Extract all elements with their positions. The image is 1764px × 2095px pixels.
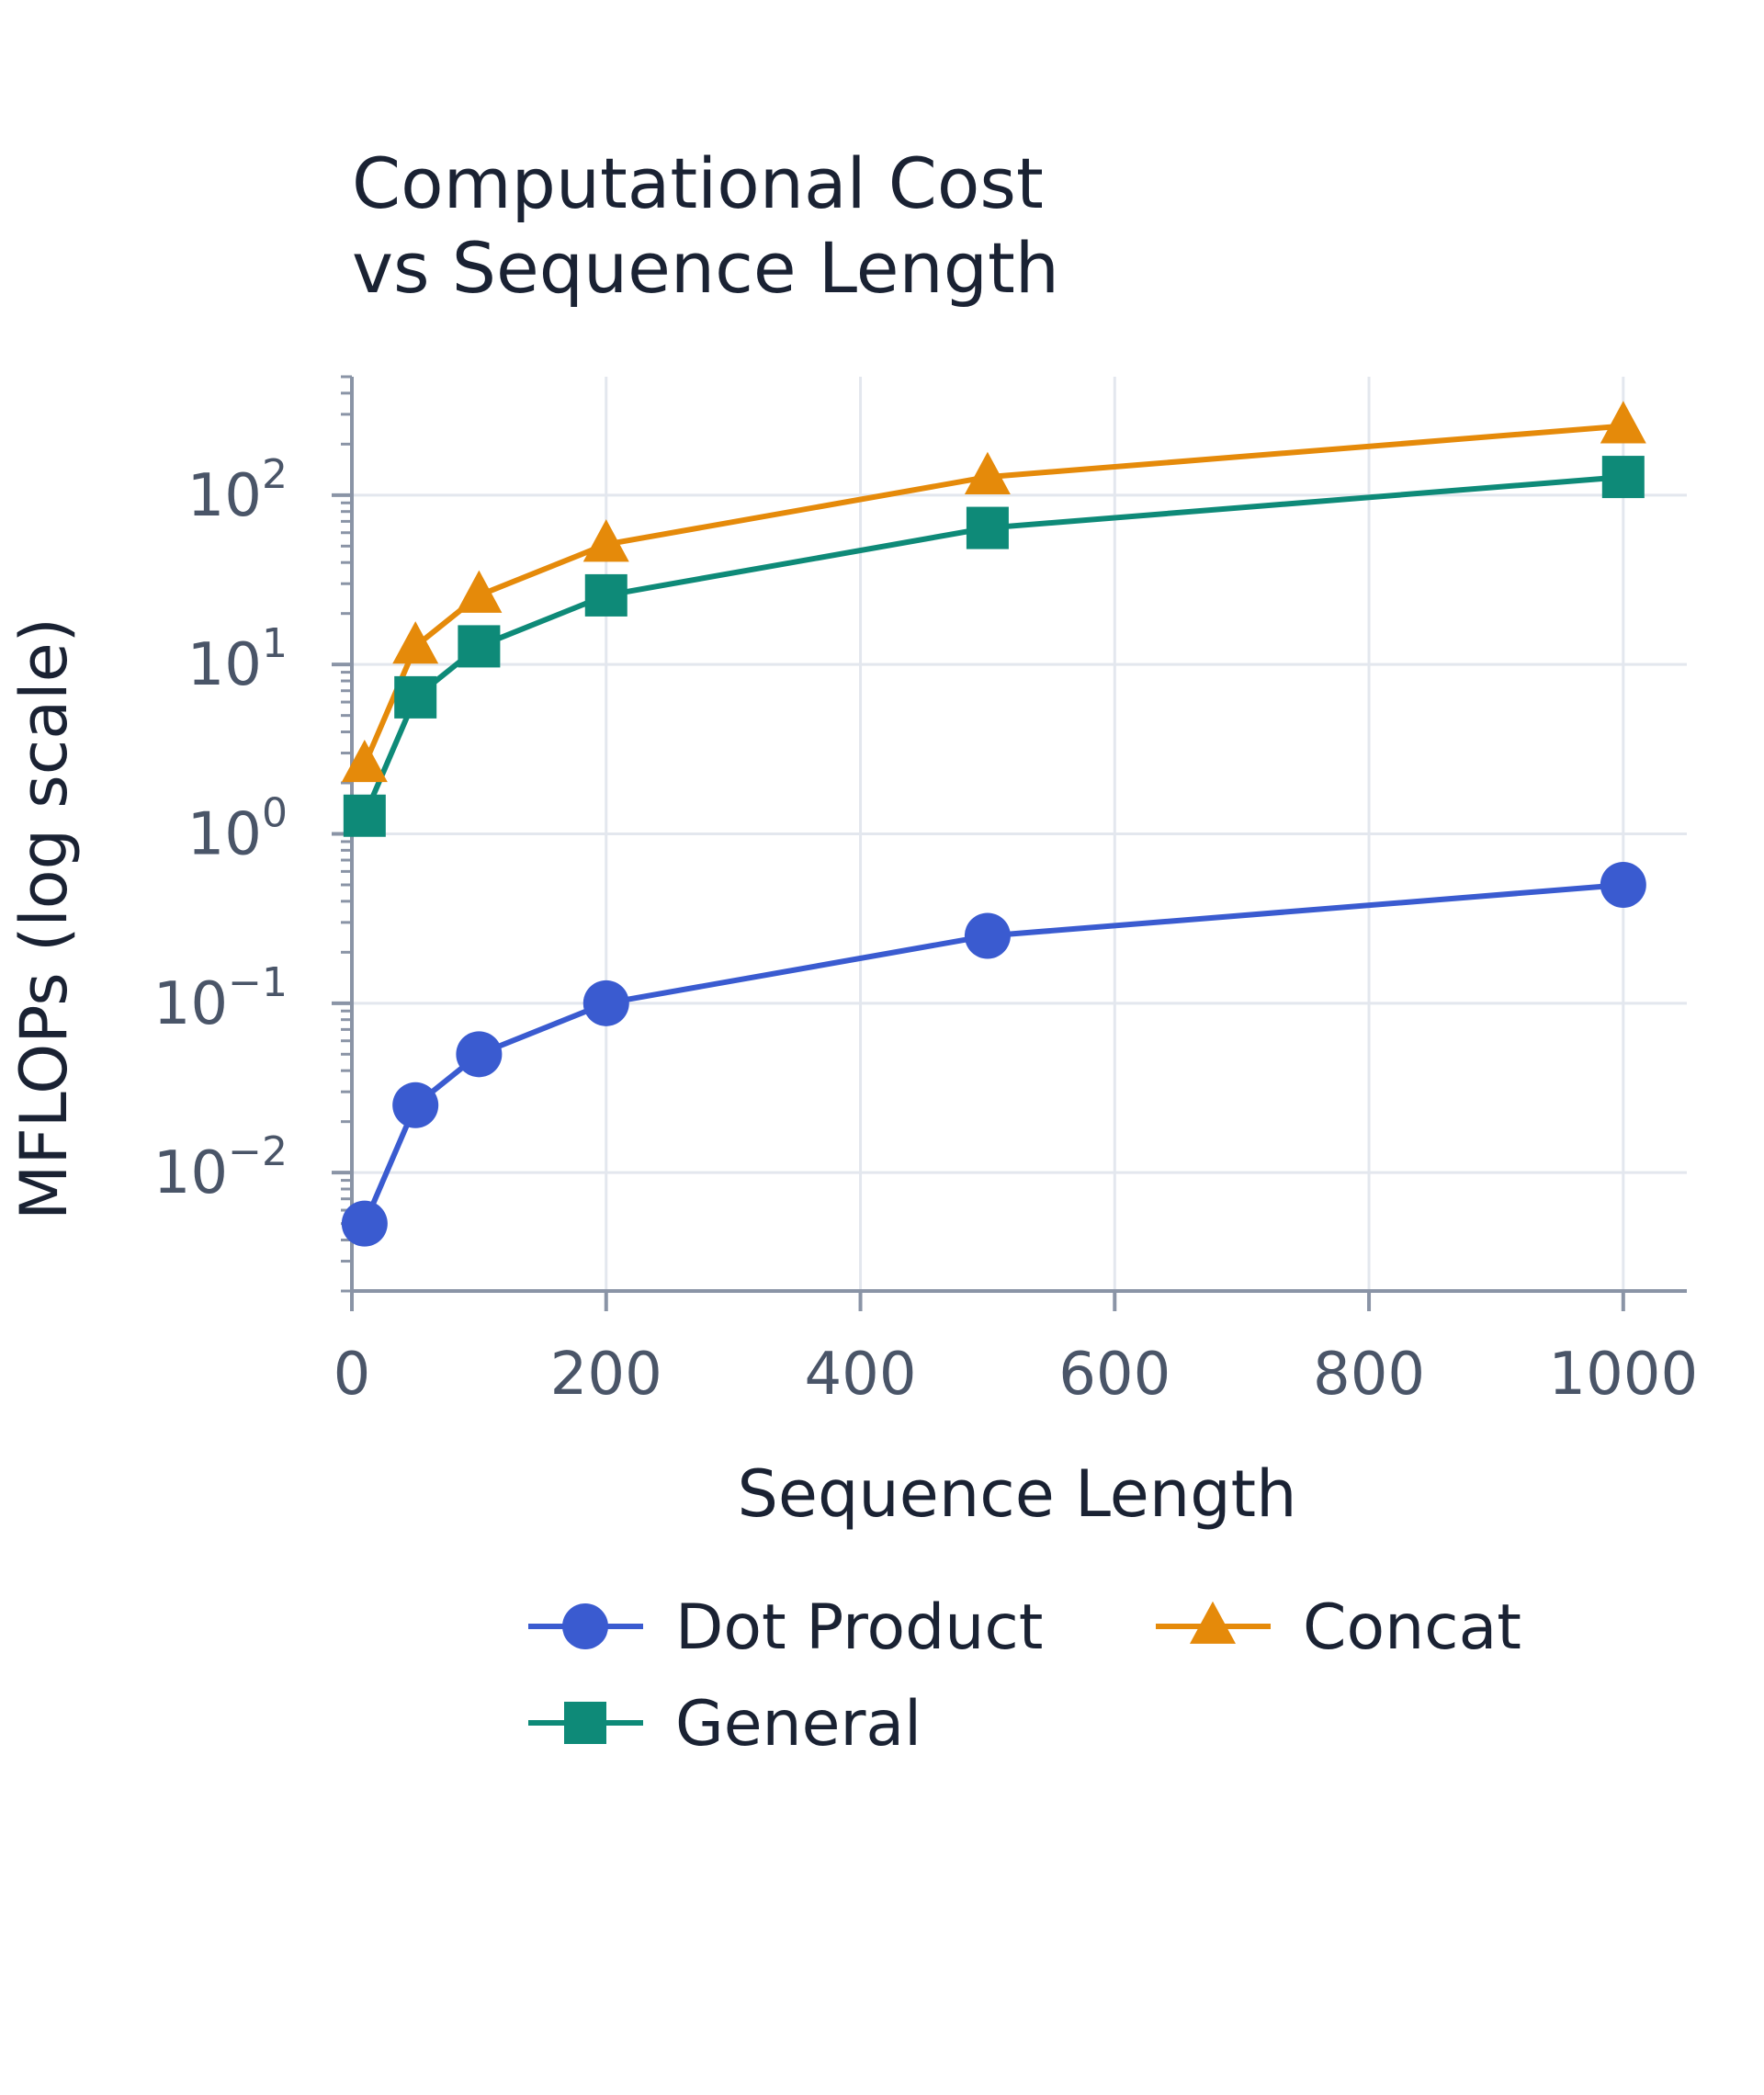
y-tick-label-base: 10 bbox=[187, 631, 262, 699]
legend-item-concat: Concat bbox=[1156, 1591, 1521, 1664]
x-tick-label: 800 bbox=[1313, 1341, 1425, 1409]
y-tick-label-base: 10 bbox=[153, 1139, 228, 1207]
series-line-concat bbox=[362, 423, 1624, 766]
x-tick-label: 600 bbox=[1058, 1341, 1170, 1409]
y-tick-label: 102 bbox=[187, 451, 288, 530]
legend-item-dot-product: Dot Product bbox=[528, 1591, 1043, 1664]
y-tick-label-exponent: −1 bbox=[228, 959, 288, 1006]
grid bbox=[352, 377, 1687, 1291]
chart-title: Computational Cost vs Sequence Length bbox=[352, 142, 1059, 309]
data-point-dot-product bbox=[582, 980, 629, 1026]
legend-marker-general bbox=[564, 1702, 606, 1744]
y-tick-label-exponent: 0 bbox=[262, 790, 288, 837]
x-tick-label: 1000 bbox=[1548, 1341, 1698, 1409]
y-tick-label-base: 10 bbox=[153, 970, 228, 1038]
legend: Dot Product Concat General bbox=[528, 1591, 1521, 1761]
data-point-dot-product bbox=[392, 1081, 439, 1128]
y-tick-label: 10−1 bbox=[153, 959, 288, 1038]
chart-title-line-2: vs Sequence Length bbox=[352, 227, 1059, 309]
legend-label-general: General bbox=[675, 1688, 922, 1761]
data-point-general bbox=[1601, 456, 1645, 499]
data-point-general bbox=[584, 573, 628, 617]
y-tick-label-exponent: 1 bbox=[262, 620, 288, 667]
legend-marker-concat bbox=[1190, 1601, 1236, 1644]
y-tick-label: 100 bbox=[187, 790, 288, 869]
legend-label-concat: Concat bbox=[1303, 1591, 1521, 1664]
data-point-dot-product bbox=[341, 1200, 388, 1247]
y-tick-label: 10−2 bbox=[153, 1128, 288, 1207]
data-point-concat bbox=[456, 570, 503, 613]
y-tick-label-base: 10 bbox=[187, 462, 262, 530]
data-point-dot-product bbox=[456, 1031, 503, 1078]
data-point-general bbox=[343, 794, 386, 837]
data-point-dot-product bbox=[964, 912, 1011, 959]
data-point-concat bbox=[392, 621, 439, 664]
data-point-dot-product bbox=[1600, 861, 1646, 908]
legend-item-general: General bbox=[528, 1688, 922, 1761]
y-tick-label-exponent: 2 bbox=[262, 451, 288, 498]
series-markers bbox=[341, 401, 1646, 1247]
y-tick-label-exponent: −2 bbox=[228, 1128, 288, 1175]
y-axis-title: MFLOPs (log scale) bbox=[6, 617, 82, 1220]
data-point-concat bbox=[582, 519, 629, 562]
x-tick-label: 200 bbox=[550, 1341, 662, 1409]
legend-marker-dot-product bbox=[562, 1603, 608, 1649]
x-tick-label: 0 bbox=[334, 1341, 371, 1409]
x-axis-ticks: 0 200 400 600 800 1000 bbox=[334, 1291, 1698, 1409]
y-tick-label: 101 bbox=[187, 620, 288, 699]
y-tick-label-base: 10 bbox=[187, 801, 262, 869]
data-point-general bbox=[966, 506, 1009, 549]
legend-label-dot-product: Dot Product bbox=[675, 1591, 1043, 1664]
data-point-general bbox=[394, 675, 437, 719]
data-point-general bbox=[458, 625, 501, 668]
data-point-concat bbox=[964, 451, 1011, 494]
x-tick-label: 400 bbox=[804, 1341, 916, 1409]
data-point-concat bbox=[341, 739, 388, 783]
data-point-concat bbox=[1600, 401, 1646, 444]
chart-title-line-1: Computational Cost bbox=[352, 142, 1044, 224]
x-axis-title: Sequence Length bbox=[738, 1456, 1297, 1532]
